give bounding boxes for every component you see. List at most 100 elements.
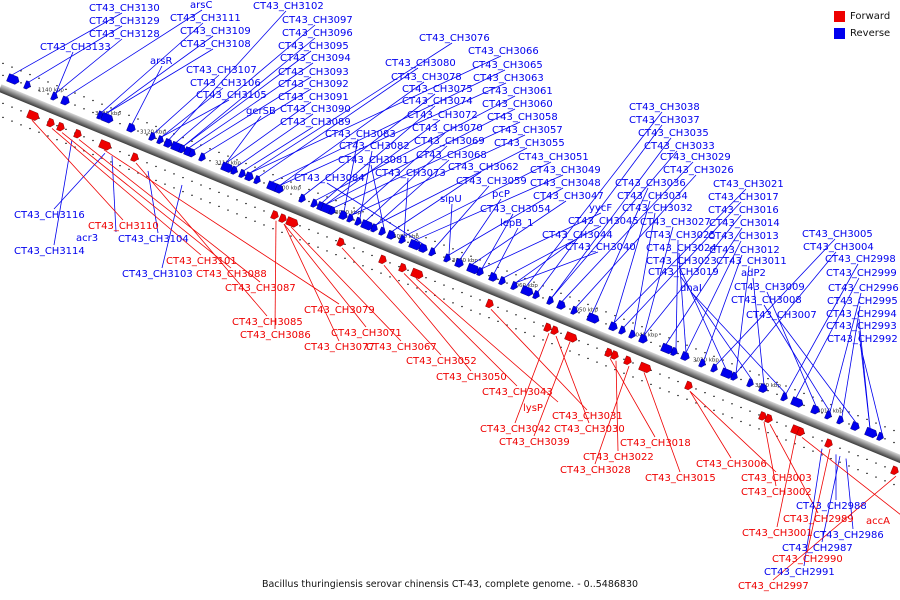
reverse-gene-label: CT43_CH3016 [708,205,779,216]
track-dot [362,211,364,213]
reverse-gene-label: CT43_CH3094 [280,53,351,64]
reverse-gene [126,122,136,133]
track-dot [731,363,733,365]
reverse-gene-label-leader [258,67,419,178]
reverse-gene-label-leader [375,147,528,226]
track-dot [767,390,769,392]
track-dot [407,283,409,285]
track-dot [20,82,22,84]
track-dot [497,278,499,280]
reverse-gene-label: CT43_CH3057 [492,125,563,136]
reverse-gene-label-leader [551,137,672,298]
track-dot [641,380,643,382]
track-dot [137,172,139,174]
forward-gene-label: CT43_CH3077 [304,342,375,353]
track-dot [875,476,877,478]
reverse-gene-label-leader [153,74,220,134]
track-dot [191,194,193,196]
forward-gene-label: CT43_CH3110 [88,221,159,232]
reverse-gene-label-leader [249,42,453,174]
track-dot [686,344,688,346]
reverse-gene-label: arsR [150,56,172,67]
track-dot [803,404,805,407]
reverse-gene-label-bottom: CT43_CH3104 [118,234,189,245]
track-dot [83,108,85,110]
reverse-gene-label-leader [131,65,163,125]
track-dot [218,151,220,154]
track-dot [785,425,787,427]
track-dot [704,352,706,354]
track-dot [749,424,751,426]
track-dot [677,394,679,397]
track-dot [677,340,679,343]
track-dot [146,162,148,164]
forward-gene-label-leader [61,132,232,269]
reverse-gene-label-leader [413,174,564,241]
track-dot [146,176,148,178]
track-dot [767,432,769,434]
track-dot [506,270,508,272]
track-dot [389,276,391,278]
forward-gene-label: CT43_CH3031 [552,411,623,422]
forward-gene-label: CT43_CH2990 [772,554,843,565]
reverse-gene-label-leader [225,101,312,164]
track-dot [155,137,157,140]
track-dot [407,229,409,231]
forward-gene [758,411,767,421]
track-dot [848,451,850,453]
forward-gene-label: CT43_CH3043 [482,387,553,398]
track-dot [695,360,697,362]
track-dot [767,378,769,380]
reverse-gene [408,238,422,251]
track-dot [290,193,292,195]
reverse-gene-label: CT43_CH3076 [419,33,490,44]
reverse-gene-label: pcP [492,189,510,200]
reverse-gene-label-leader [351,134,526,216]
reverse-gene-label-leader [183,50,312,147]
track-dot [335,200,337,202]
forward-gene-label-leader [290,226,402,342]
track-dot [542,339,544,341]
track-dot [11,120,13,122]
track-dot [884,438,886,440]
reverse-gene-label-leader [448,203,453,256]
track-dot [785,439,787,441]
track-dot [722,413,724,415]
reverse-gene-label-leader [188,62,314,149]
track-dot [731,417,733,419]
track-dot [146,122,148,124]
forward-gene [796,426,805,437]
track-dot [488,263,490,265]
reverse-gene-label: yycF [589,203,612,214]
track-dot [164,183,166,185]
track-dot [884,480,886,482]
reverse-gene [60,95,70,106]
reverse-gene-label-leader [203,88,312,155]
track-dot [218,163,220,166]
track-dot [596,361,598,363]
reverse-gene-label-leader [279,81,425,186]
track-dot [587,303,589,306]
track-dot [857,415,859,417]
reverse-gene-label-leader [515,251,599,283]
reverse-gene-label: CT43_CH3032 [622,203,693,214]
scale-label: 3070 kbp [452,258,478,264]
track-dot [119,123,121,125]
track-dot [182,136,184,139]
reverse-gene-label-leader [678,252,687,353]
reverse-gene-label-leader [193,76,312,151]
track-dot [506,282,508,284]
track-dot [344,243,346,245]
forward-gene-label-leader [341,247,442,356]
track-dot [866,472,868,474]
reverse-gene-label-bottom-leader [147,170,159,234]
track-dot [398,265,400,268]
track-dot [650,329,652,331]
reverse-gene-label: CT43_CH3025 [645,230,716,241]
reverse-gene-label-leader [243,126,314,171]
track-dot [731,403,733,405]
track-dot [281,231,283,233]
track-dot [371,268,373,271]
track-dot [200,184,202,186]
track-dot [479,299,481,301]
